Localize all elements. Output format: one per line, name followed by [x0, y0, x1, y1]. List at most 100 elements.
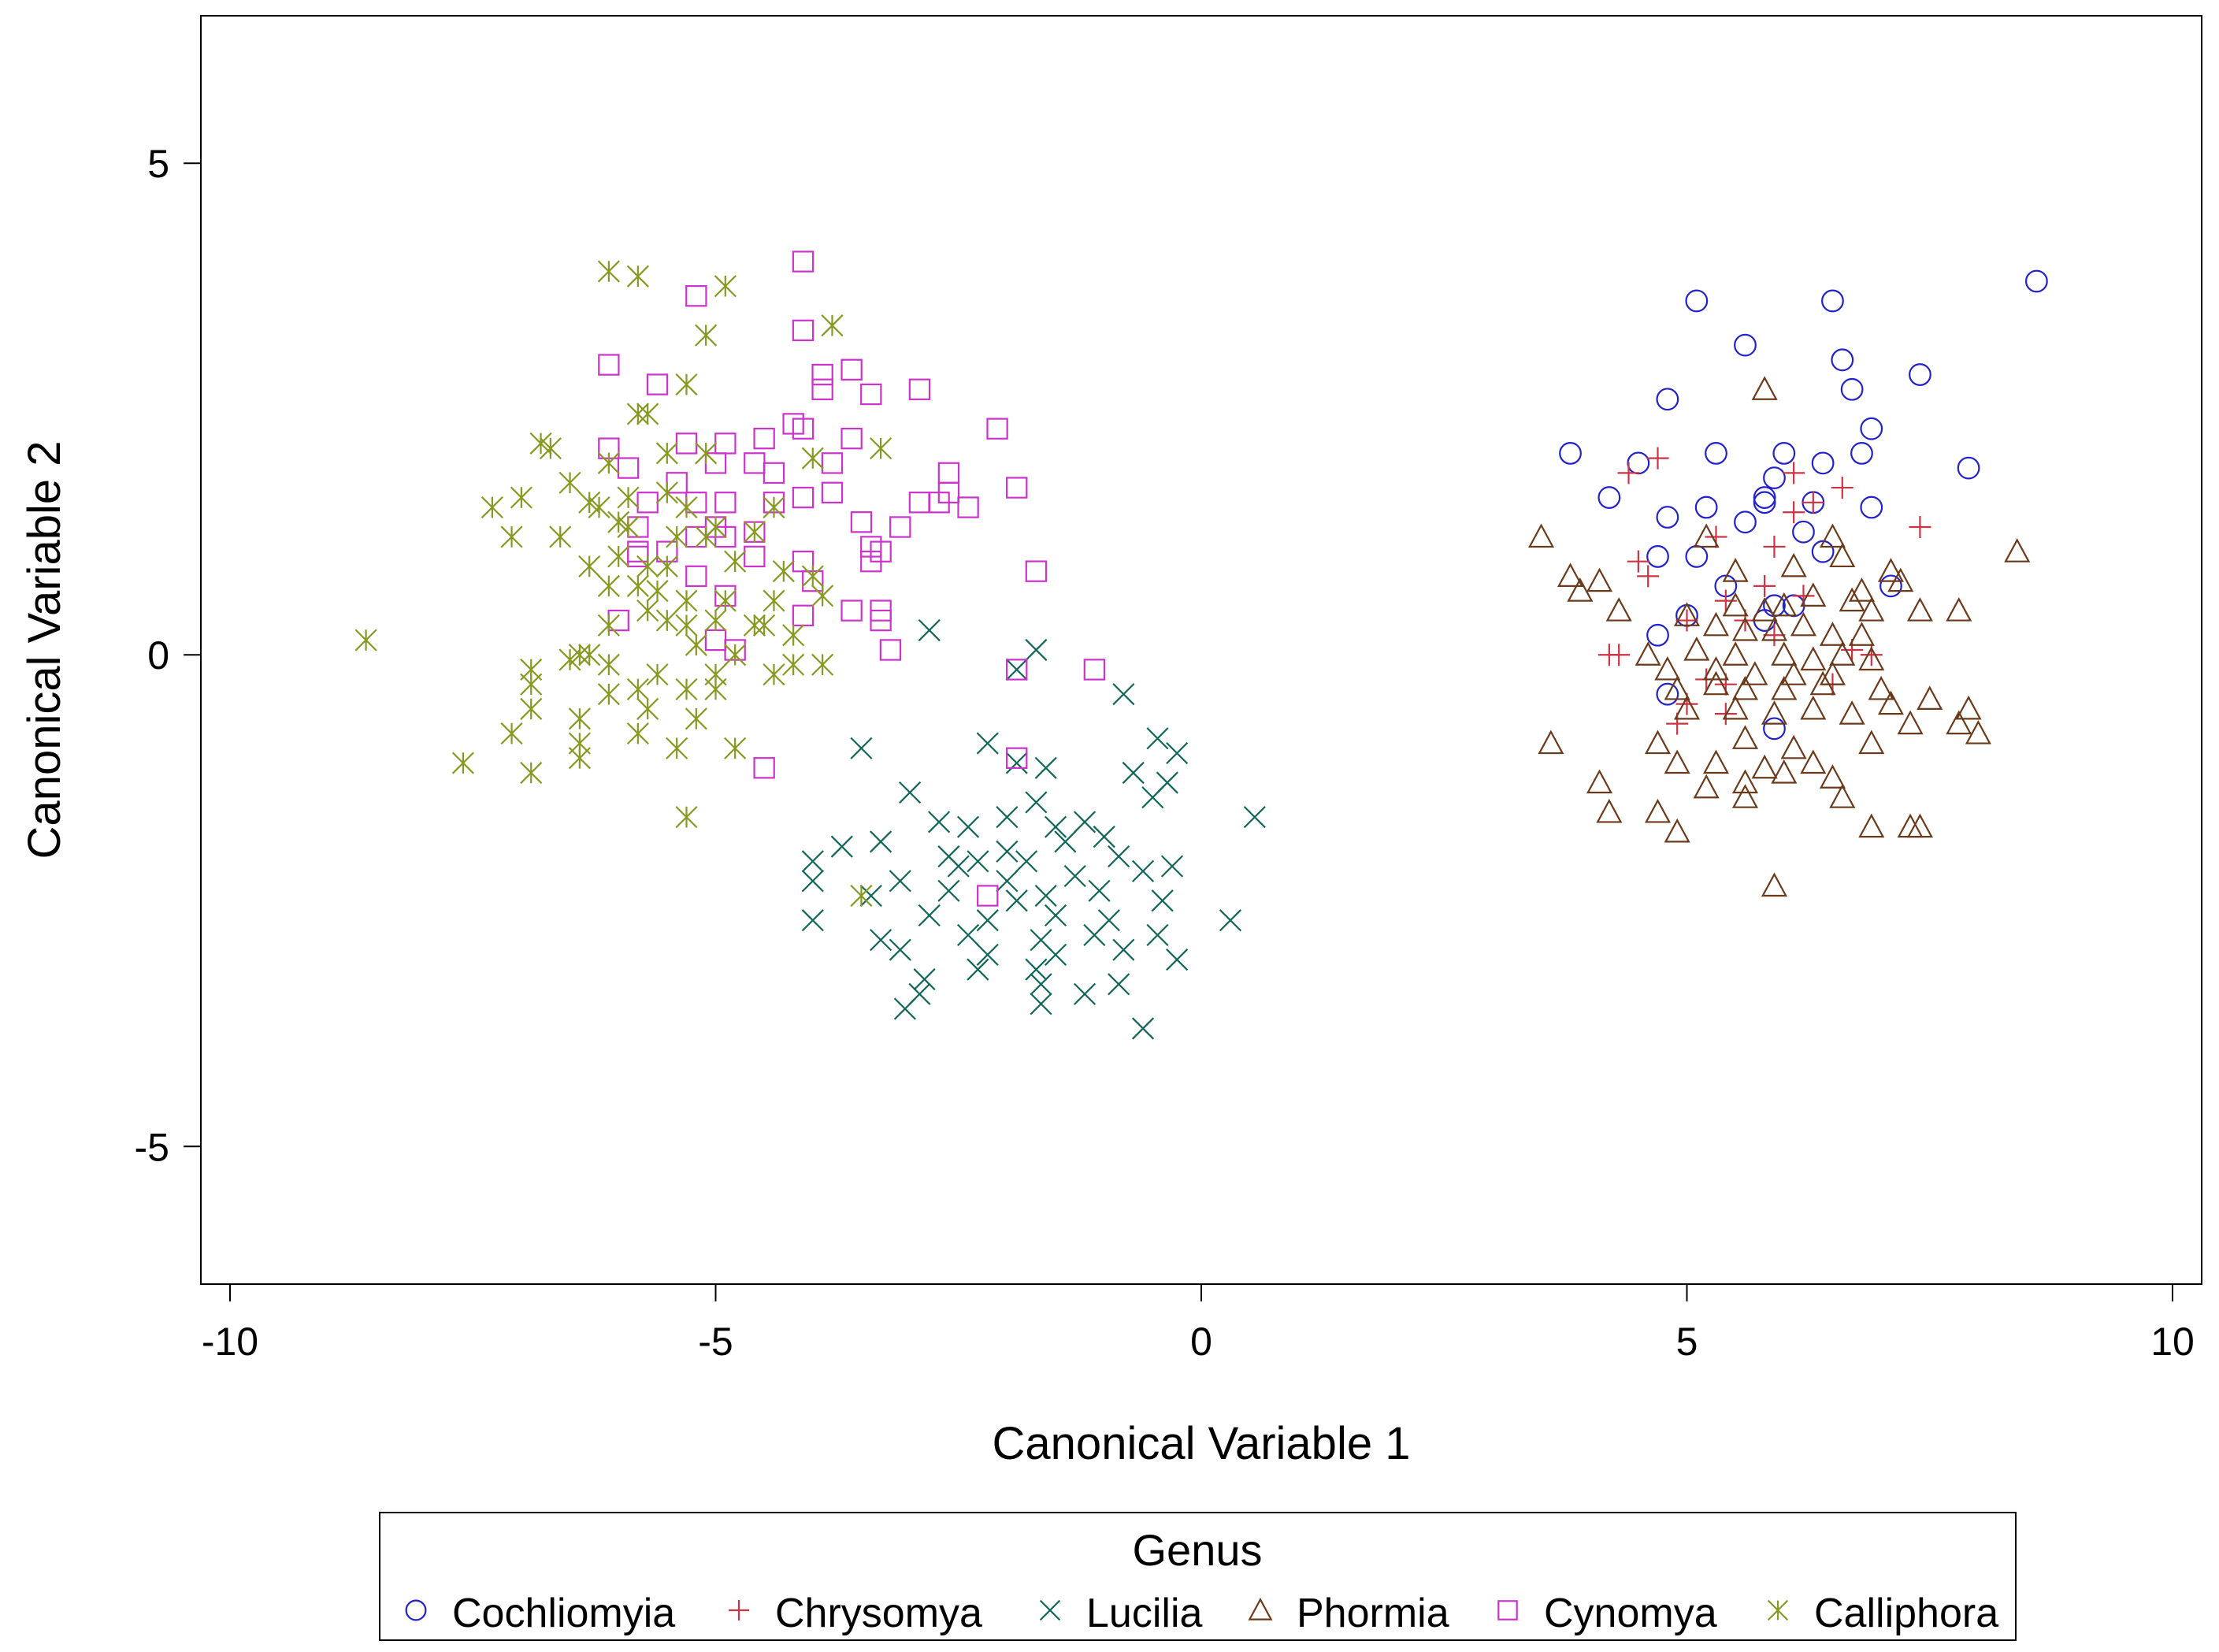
data-point: [1131, 859, 1155, 882]
data-point: [967, 850, 989, 873]
data-point: [2004, 538, 2031, 562]
data-point: [937, 481, 960, 504]
data-point: [1673, 695, 1701, 720]
data-point: [889, 870, 911, 893]
data-point: [1877, 558, 1904, 582]
data-point: [1819, 523, 1846, 548]
legend-label: Phormia: [1297, 1591, 1449, 1636]
data-point: [626, 265, 649, 288]
data-point: [675, 614, 698, 637]
data-point: [996, 870, 1019, 893]
x-axis-label: Canonical Variable 1: [993, 1418, 1411, 1469]
data-point: [918, 618, 941, 642]
data-point: [1839, 587, 1865, 612]
legend-frame: [379, 1512, 2017, 1641]
data-point: [1644, 729, 1672, 755]
data-point: [792, 319, 814, 342]
data-point: [1714, 589, 1737, 612]
data-point: [1753, 486, 1776, 509]
data-point: [1790, 611, 1817, 637]
data-point: [1800, 582, 1827, 607]
data-point: [704, 678, 727, 700]
series-phormia: [1528, 376, 2031, 897]
data-point: [1664, 818, 1690, 843]
legend-item-cochliomyia: Cochliomyia: [405, 1591, 675, 1636]
data-point: [597, 653, 620, 676]
data-point: [782, 624, 805, 647]
data-point: [617, 486, 640, 509]
data-point: [870, 609, 892, 632]
data-point: [1664, 749, 1690, 774]
data-point: [1917, 685, 1943, 710]
data-point: [724, 644, 747, 666]
data-point: [1858, 813, 1885, 838]
legend-marker: [1767, 1599, 1789, 1621]
data-point: [539, 437, 562, 460]
data-point: [792, 251, 814, 273]
data-point: [1731, 617, 1759, 641]
data-point: [1946, 710, 1972, 735]
legend-label: Chrysomya: [775, 1591, 982, 1636]
legend-marker: [1497, 1600, 1518, 1620]
data-point: [1858, 729, 1885, 755]
axes-layer: -10 -5 0 5 10 -5 0 5: [135, 142, 2195, 1364]
data-point: [782, 653, 805, 676]
legend-title: Genus: [1133, 1525, 1263, 1575]
data-point: [1025, 638, 1048, 662]
data-point: [889, 938, 911, 961]
data-point: [1887, 567, 1914, 592]
data-point: [859, 884, 882, 908]
data-point: [1617, 462, 1640, 484]
data-point: [1656, 388, 1679, 411]
data-point: [1054, 830, 1077, 853]
data-point: [1567, 577, 1594, 602]
data-point: [1751, 597, 1778, 622]
data-point: [879, 639, 902, 661]
data-point: [1141, 786, 1164, 809]
data-point: [811, 378, 833, 400]
data-point: [811, 585, 834, 607]
data-point: [957, 815, 980, 838]
data-point: [1809, 670, 1836, 696]
data-point: [597, 614, 620, 637]
data-point: [1955, 695, 1982, 720]
data-point: [1675, 609, 1698, 632]
data-point: [1044, 904, 1067, 927]
data-point: [744, 545, 766, 568]
data-point: [1957, 456, 1980, 480]
data-point: [870, 540, 892, 562]
data-point: [977, 885, 999, 907]
data-point: [558, 471, 581, 494]
data-point: [685, 707, 707, 730]
legend-marker: [405, 1599, 427, 1621]
data-point: [801, 909, 824, 932]
data-point: [1015, 850, 1038, 873]
data-point: [549, 525, 572, 548]
data-point: [597, 451, 620, 474]
data-point: [753, 757, 775, 779]
data-point: [646, 373, 669, 395]
data-point: [1783, 462, 1805, 484]
data-point: [1763, 717, 1786, 741]
data-point: [481, 496, 503, 519]
data-point: [704, 515, 727, 539]
data-point: [1909, 363, 1931, 386]
data-point: [918, 904, 941, 927]
data-point: [1683, 636, 1710, 661]
data-point: [1083, 923, 1106, 947]
data-point: [1751, 376, 1778, 400]
x-tick-label: -10: [202, 1320, 258, 1364]
data-point: [597, 683, 620, 706]
data-point: [617, 515, 640, 539]
data-point: [1906, 813, 1933, 838]
y-tick-label: -5: [135, 1125, 169, 1169]
data-point: [1848, 577, 1875, 602]
data-point: [1850, 441, 1873, 465]
data-point: [1751, 754, 1778, 779]
data-point: [870, 830, 892, 853]
data-point: [860, 383, 882, 406]
data-point: [743, 614, 766, 637]
data-point: [1731, 725, 1759, 749]
data-point: [1694, 496, 1718, 519]
